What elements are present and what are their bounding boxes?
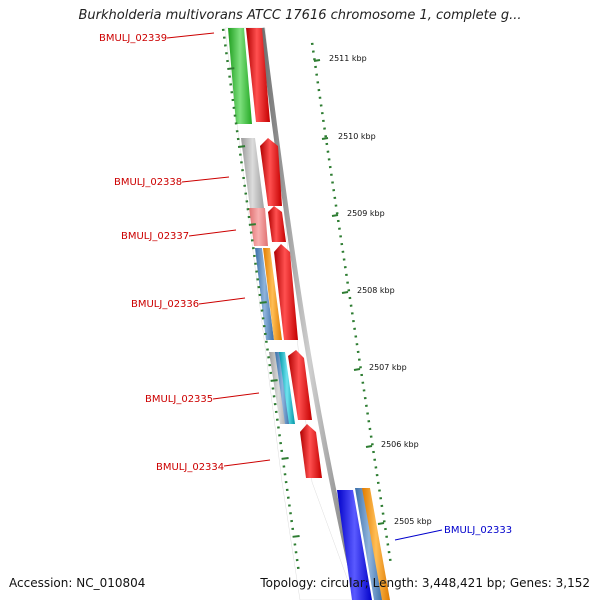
inner-tick (237, 145, 246, 148)
inner-tick (248, 223, 256, 226)
gene-block-02335-cyan (279, 352, 295, 424)
gene-label-02334[interactable]: BMULJ_02334 (156, 462, 224, 473)
inner-tick (259, 301, 267, 304)
inner-tick (292, 535, 300, 538)
gene-block-02335-steel (275, 352, 290, 424)
inner-tick (227, 67, 235, 70)
gene-block-02336-blue (255, 248, 274, 340)
gene-block-02338 (241, 138, 264, 208)
gene-labels: BMULJ_02339 BMULJ_02338 BMULJ_02337 BMUL… (99, 32, 512, 541)
gene-label-02333[interactable]: BMULJ_02333 (444, 525, 512, 536)
kbp-tick-2505 (377, 522, 385, 525)
kbp-tick-2506 (365, 445, 373, 448)
gene-arrow-02337 (268, 206, 286, 242)
backbone-ring (259, 27, 361, 600)
topology-text: Topology: circular; Length: 3,448,421 bp… (260, 576, 590, 590)
kbp-tick-2511 (313, 59, 321, 62)
kbp-label-2507: 2507 kbp (369, 363, 407, 372)
kbp-tick-2509 (331, 214, 339, 217)
gene-block-02333-orange (362, 488, 390, 600)
gene-label-02337[interactable]: BMULJ_02337 (121, 231, 189, 242)
gene-arrow-02335 (288, 350, 312, 420)
accession-text: Accession: NC_010804 (9, 576, 146, 590)
kbp-label-2506: 2506 kbp (381, 440, 419, 449)
gene-arrow-02334 (300, 424, 322, 478)
kbp-label-2505: 2505 kbp (394, 517, 432, 526)
kbp-label-2508: 2508 kbp (357, 286, 395, 295)
kbp-label-2511: 2511 kbp (329, 54, 367, 63)
kbp-tick-2510 (321, 137, 329, 140)
gene-label-02339[interactable]: BMULJ_02339 (99, 33, 167, 44)
gene-arrow-02338 (260, 138, 282, 206)
leader-line-02338 (181, 176, 230, 183)
gene-block-02336-orange (263, 248, 282, 340)
inner-tick-marks (221, 28, 300, 569)
inner-tick (270, 379, 278, 382)
gene-label-02335[interactable]: BMULJ_02335 (145, 394, 213, 405)
leader-line-02333 (394, 529, 443, 541)
kbp-scale: 2511 kbp 2510 kbp 2509 kbp 2508 kbp 2507… (313, 54, 432, 526)
inner-tick (281, 457, 289, 460)
gene-label-02338[interactable]: BMULJ_02338 (114, 177, 182, 188)
gene-arrow-02339 (246, 28, 270, 122)
kbp-tick-2507 (353, 368, 361, 371)
leader-line-02335 (212, 392, 260, 400)
gene-block-02333-blue (337, 490, 372, 600)
leader-line-02336 (198, 297, 246, 305)
leader-line-02339 (166, 32, 215, 39)
map-title: Burkholderia multivorans ATCC 17616 chro… (78, 8, 522, 23)
leader-line-02334 (223, 459, 271, 467)
outer-tick-marks (310, 42, 392, 561)
leader-line-02337 (188, 229, 237, 237)
kbp-label-2509: 2509 kbp (347, 209, 385, 218)
gene-arrow-02336 (274, 244, 298, 340)
gene-block-02337 (249, 208, 268, 246)
kbp-label-2510: 2510 kbp (338, 132, 376, 141)
gene-label-02336[interactable]: BMULJ_02336 (131, 299, 199, 310)
kbp-tick-2508 (341, 291, 349, 294)
gene-block-02333-steel (355, 488, 383, 600)
